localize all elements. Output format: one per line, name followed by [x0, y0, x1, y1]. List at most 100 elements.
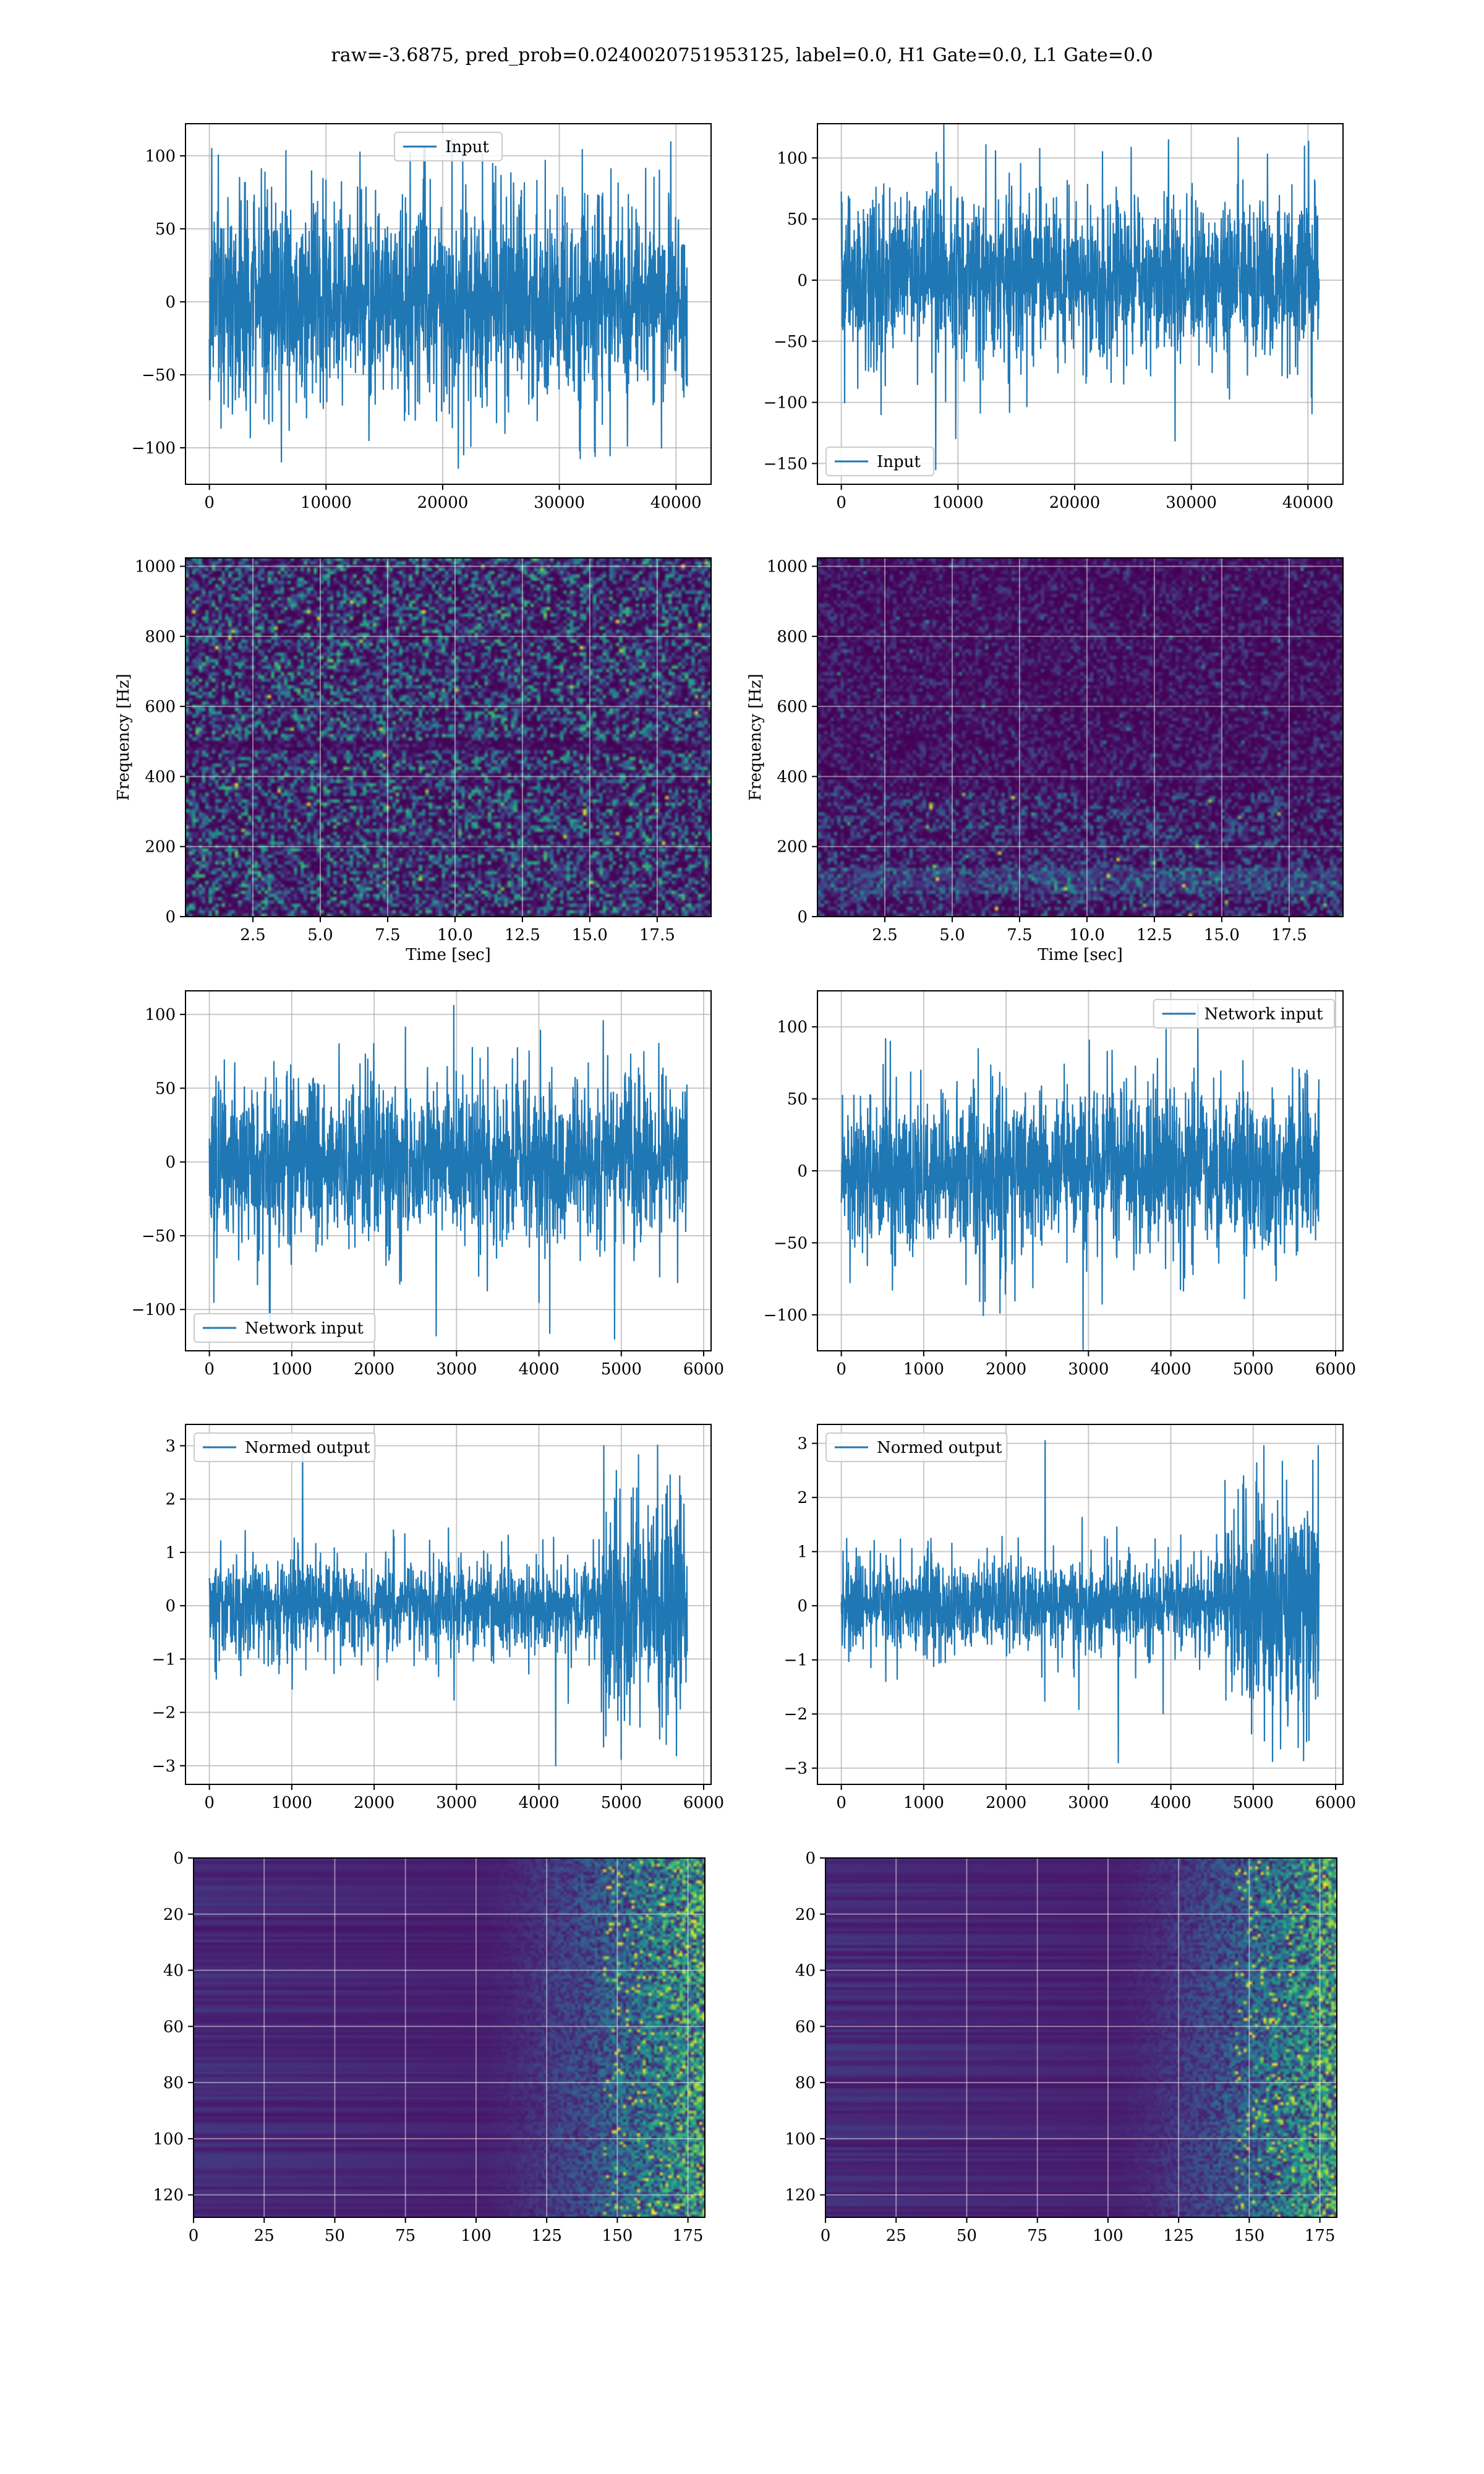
h1-network-input-legend-box — [194, 1313, 376, 1343]
h1-feature-map-xtick-label: 25 — [254, 2227, 275, 2245]
h1-feature-map-xtick-label: 125 — [531, 2227, 562, 2245]
l1-spectrogram-ytick-label: 200 — [777, 838, 808, 857]
h1-network-input-series-line — [208, 1004, 688, 1340]
l1-input-legend-box — [825, 447, 934, 476]
l1-normed-output-xtick-label: 1000 — [903, 1794, 944, 1812]
h1-network-input-frame — [185, 990, 712, 1351]
l1-network-input-xtick-label: 4000 — [1150, 1360, 1191, 1379]
l1-normed-output-ytick-label: −1 — [784, 1651, 808, 1670]
h1-normed-output-chart: 0 1000 2000 3000 4000 5000 6000 −3 −2 −1 0 1 2 3 Norme… — [152, 1424, 724, 1812]
h1-input-series-line — [208, 137, 688, 469]
h1-input-chart: 0 10000 20000 30000 40000 −100 −50 0 50 100 Input — [132, 123, 712, 512]
l1-normed-output-frame — [817, 1424, 1344, 1785]
l1-network-input-xtick-label: 1000 — [903, 1360, 944, 1379]
h1-normed-output-ytick-label: −1 — [152, 1650, 176, 1669]
h1-network-input-ytick-label: 50 — [155, 1079, 176, 1098]
h1-input-legend-box — [394, 132, 503, 161]
h1-normed-output-legend-box — [194, 1432, 376, 1462]
l1-feature-map-ytick-label: 80 — [795, 2074, 816, 2092]
h1-normed-output-ytick-label: 3 — [165, 1437, 176, 1455]
l1-input-ytick-label: −50 — [774, 333, 808, 351]
h1-feature-map-ytick-label: 0 — [173, 1849, 184, 1868]
l1-normed-output-series-line — [840, 1440, 1320, 1764]
h1-spectrogram-xtick-label: 2.5 — [240, 926, 265, 944]
l1-input-xtick-label: 10000 — [932, 494, 984, 512]
h1-network-input-legend: Network input — [194, 1313, 376, 1343]
l1-spectrogram-xtick-label: 12.5 — [1136, 926, 1172, 944]
h1-normed-output-xtick-label: 0 — [204, 1794, 215, 1812]
figure-title: raw=-3.6875, pred_prob=0.024002075195312… — [331, 45, 1153, 66]
h1-input-xtick-label: 0 — [204, 494, 215, 512]
l1-normed-output-legend-label: Normed output — [877, 1439, 1002, 1457]
h1-spectrogram-xtick-label: 10.0 — [437, 926, 473, 944]
h1-spectrogram-xtick-label: 15.0 — [572, 926, 608, 944]
h1-normed-output-xtick-label: 2000 — [354, 1794, 394, 1812]
h1-network-input-ytick-label: −100 — [132, 1301, 176, 1319]
l1-normed-output-ytick-label: 0 — [797, 1597, 808, 1616]
h1-input-ytick-label: −50 — [142, 366, 176, 385]
l1-feature-map-ytick-label: 20 — [795, 1906, 816, 1924]
l1-normed-output-xtick-label: 6000 — [1315, 1794, 1356, 1812]
h1-normed-output-ytick-label: 2 — [165, 1491, 176, 1509]
h1-network-input-xtick-label: 5000 — [601, 1360, 642, 1379]
l1-feature-map-xtick-label: 75 — [1027, 2227, 1047, 2245]
l1-feature-map-xtick-label: 25 — [886, 2227, 906, 2245]
l1-input-xtick-label: 40000 — [1282, 494, 1334, 512]
h1-spectrogram-chart: 2.5 5.0 7.5 10.0 12.5 15.0 17.5 0 200 400 600 800 10… — [114, 557, 712, 964]
h1-network-input-legend-label: Network input — [245, 1319, 364, 1338]
h1-spectrogram-ytick-label: 400 — [145, 768, 176, 786]
l1-normed-output-ytick-label: −3 — [784, 1760, 808, 1778]
h1-input-legend-label: Input — [445, 138, 489, 156]
l1-network-input-chart: 0 1000 2000 3000 4000 5000 6000 −100 −50 0 50 100 Ne… — [764, 990, 1356, 1379]
h1-normed-output-xtick-label: 4000 — [518, 1794, 559, 1812]
l1-spectrogram-ytick-label: 1000 — [767, 558, 808, 576]
l1-network-input-legend-box — [1153, 999, 1335, 1029]
h1-spectrogram-frame — [185, 557, 712, 917]
h1-feature-map-ytick-label: 60 — [163, 2018, 184, 2036]
h1-normed-output-legend-label: Normed output — [245, 1439, 370, 1457]
h1-input-xtick-label: 40000 — [650, 494, 702, 512]
h1-network-input-xtick-label: 2000 — [354, 1360, 394, 1379]
l1-feature-map-xtick-label: 175 — [1305, 2227, 1336, 2245]
h1-feature-map-ytick-label: 40 — [163, 1962, 184, 1980]
h1-input-xtick-label: 20000 — [417, 494, 469, 512]
h1-network-input-xtick-label: 3000 — [436, 1360, 477, 1379]
h1-network-input-ytick-label: 100 — [145, 1006, 176, 1024]
h1-feature-map-xtick-label: 50 — [325, 2227, 345, 2245]
h1-input-xtick-label: 10000 — [301, 494, 352, 512]
h1-spectrogram-ytick-label: 200 — [145, 838, 176, 857]
l1-normed-output-xtick-label: 3000 — [1068, 1794, 1109, 1812]
l1-spectrogram-ytick-label: 0 — [797, 908, 808, 927]
l1-input-xtick-label: 20000 — [1049, 494, 1101, 512]
l1-input-chart: 0 10000 20000 30000 40000 −150 −100 −50 0 50 100 In… — [764, 123, 1344, 512]
l1-network-input-xtick-label: 2000 — [986, 1360, 1026, 1379]
l1-spectrogram-ylabel: Frequency [Hz] — [746, 674, 765, 801]
l1-feature-map-ytick-label: 40 — [795, 1962, 816, 1980]
h1-feature-map-frame — [193, 1857, 706, 2218]
h1-feature-map-chart: 0 25 50 75 100 125 150 175 0 20 40 60 80 100 120 — [153, 1849, 706, 2245]
l1-input-ytick-label: −150 — [764, 455, 808, 473]
h1-input-ytick-label: −100 — [132, 439, 176, 458]
h1-normed-output-xtick-label: 1000 — [271, 1794, 312, 1812]
l1-input-frame — [817, 123, 1344, 485]
l1-input-ytick-label: 50 — [787, 210, 808, 229]
l1-normed-output-ytick-label: 1 — [797, 1543, 808, 1562]
h1-normed-output-ytick-label: −2 — [152, 1704, 176, 1723]
l1-feature-map-xtick-label: 150 — [1234, 2227, 1265, 2245]
h1-normed-output-xtick-label: 5000 — [601, 1794, 642, 1812]
l1-input-series-line — [840, 124, 1320, 471]
h1-input-frame — [185, 123, 712, 485]
h1-feature-map-ytick-label: 20 — [163, 1906, 184, 1924]
h1-feature-map-xtick-label: 75 — [395, 2227, 416, 2245]
l1-normed-output-ytick-label: −2 — [784, 1705, 808, 1724]
l1-input-ytick-label: −100 — [764, 394, 808, 413]
h1-normed-output-frame — [185, 1424, 712, 1785]
l1-feature-map-ytick-label: 120 — [785, 2186, 816, 2205]
l1-spectrogram-xlabel: Time [sec] — [1038, 946, 1123, 964]
l1-normed-output-ytick-label: 2 — [797, 1489, 808, 1507]
h1-spectrogram-xtick-label: 5.0 — [307, 926, 333, 944]
l1-normed-output-xtick-label: 2000 — [986, 1794, 1026, 1812]
h1-spectrogram-ylabel: Frequency [Hz] — [114, 674, 133, 801]
l1-feature-map-ytick-label: 100 — [785, 2130, 816, 2149]
